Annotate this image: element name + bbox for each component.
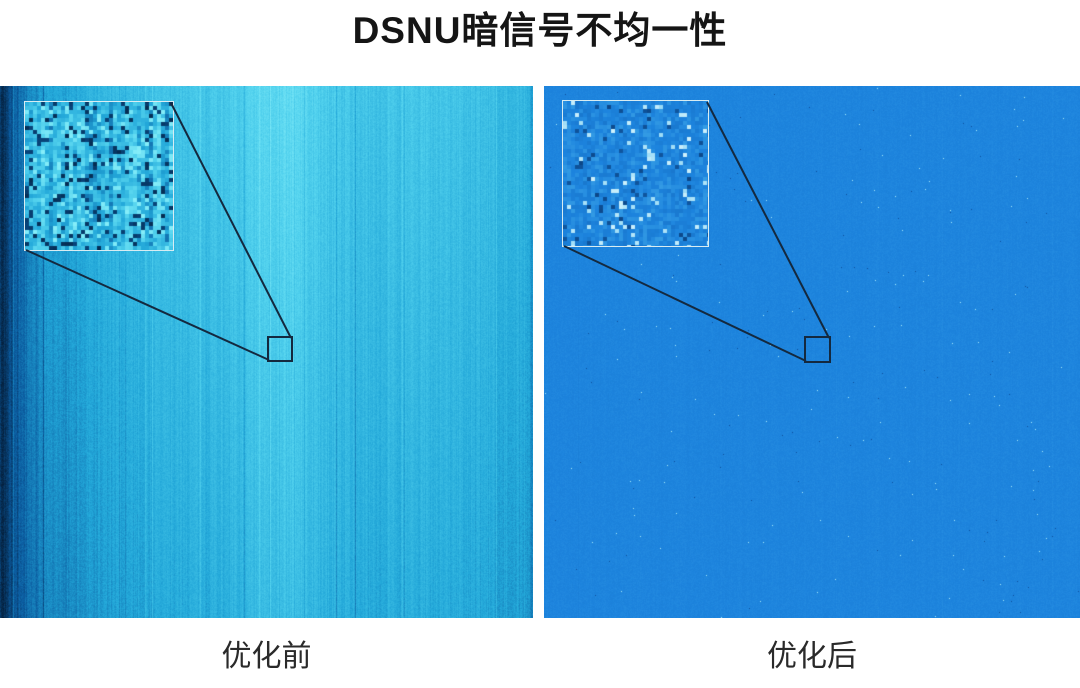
before-zoom-inset [24, 101, 174, 251]
after-zoom-inset [562, 100, 709, 247]
before-label: 优化前 [221, 640, 312, 673]
after-label: 优化后 [767, 640, 857, 673]
after-image-panel [544, 86, 1080, 618]
before-image-panel [0, 86, 533, 618]
figure-title: DSNU暗信号不均一性 [352, 10, 728, 51]
